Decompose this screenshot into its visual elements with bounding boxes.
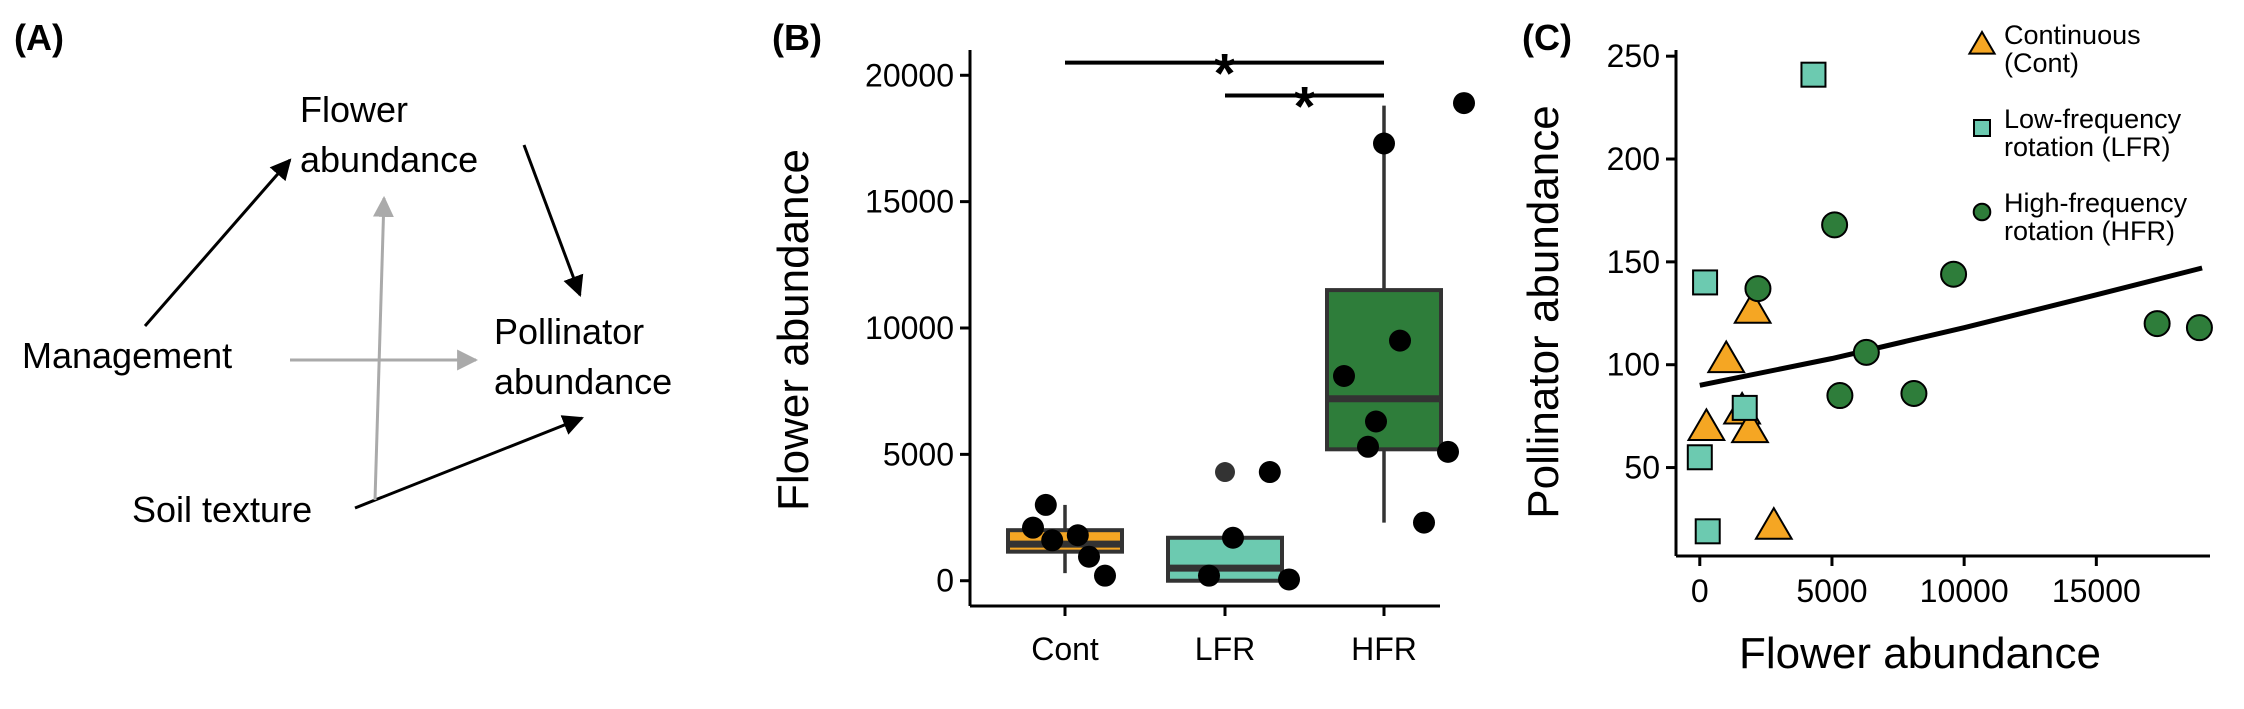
arrow-soil-to-pollinator — [354, 415, 584, 510]
c-point-circle — [2185, 314, 2213, 342]
c-y-tick-label: 250 — [1607, 38, 1660, 74]
b-significance-star: * — [1214, 42, 1236, 105]
c-y-tick-label: 200 — [1607, 141, 1660, 177]
b-data-point — [1333, 365, 1355, 388]
arrow-soil-to-flower — [372, 195, 394, 501]
arrow-management-to-flower — [143, 158, 292, 327]
c-point-circle — [1821, 211, 1849, 239]
panel-a-diagram: (A) Flower abundance Management Pollinat… — [14, 17, 672, 530]
b-data-point — [1258, 461, 1281, 484]
c-point-square — [1731, 394, 1758, 421]
c-plot-area: 50 100 150 200 250 0 5000 10000 15000 — [1607, 38, 2213, 609]
c-point-circle — [1940, 260, 1968, 288]
c-point-square — [1800, 61, 1827, 88]
arrow-flower-to-pollinator — [522, 144, 584, 297]
c-point-square — [1694, 518, 1721, 545]
b-data-point — [1222, 526, 1244, 549]
b-data-point — [1365, 410, 1387, 433]
b-plot-area: 0 5000 10000 15000 20000 Cont LFR HFR * * — [865, 42, 1475, 667]
c-y-axis-title: Pollinator abundance — [1519, 105, 1568, 518]
b-data-point — [1373, 132, 1395, 155]
b-y-tick-label: 0 — [936, 563, 954, 599]
legend-marker-circle — [1972, 202, 1992, 222]
b-y-tick-label: 5000 — [883, 436, 954, 472]
b-x-tick-label-hfr: HFR — [1351, 631, 1417, 667]
b-data-point — [1094, 564, 1116, 587]
b-x-tick-label-cont: Cont — [1031, 631, 1099, 667]
c-x-axis-title: Flower abundance — [1739, 629, 2101, 678]
b-data-point — [1389, 329, 1411, 352]
c-point-circle — [1900, 380, 1928, 408]
b-x-tick-label-lfr: LFR — [1195, 631, 1255, 667]
b-data-point — [1437, 440, 1459, 463]
c-point-triangle — [1730, 409, 1770, 444]
c-point-square — [1692, 269, 1719, 296]
panel-b-boxplot: (B) Flower abundance 0 5000 10000 15000 2000… — [769, 17, 1475, 667]
legend-label: Continuous — [2004, 20, 2141, 50]
c-point-circle — [1852, 338, 1880, 366]
legend-marker-triangle — [1967, 30, 1997, 55]
b-data-point — [1078, 545, 1100, 568]
legend-label: High-frequency — [2004, 188, 2188, 218]
legend-label: (Cont) — [2004, 48, 2079, 78]
c-point-circle — [2143, 310, 2171, 338]
legend-label: Low-frequency — [2004, 104, 2182, 134]
panel-c-letter: (C) — [1522, 17, 1572, 58]
b-data-point — [1041, 529, 1064, 552]
diagram-edges — [143, 144, 584, 510]
b-data-point — [1413, 511, 1435, 534]
legend-marker-square — [1973, 119, 1991, 137]
c-y-tick-label: 150 — [1607, 244, 1660, 280]
c-point-circle — [1826, 382, 1854, 410]
node-soil-texture: Soil texture — [132, 489, 312, 530]
b-data-point — [1357, 435, 1379, 458]
panel-a-letter: (A) — [14, 17, 64, 58]
legend-label: rotation (LFR) — [2004, 132, 2171, 162]
c-point-triangle — [1733, 290, 1773, 324]
c-y-tick-label: 100 — [1607, 347, 1660, 383]
node-pollinator-line1: Pollinator — [494, 311, 644, 352]
legend-label: rotation (HFR) — [2004, 216, 2175, 246]
panel-b-letter: (B) — [772, 17, 822, 58]
c-x-tick-label: 15000 — [2052, 573, 2141, 609]
c-point-triangle — [1754, 506, 1794, 540]
b-outlier-point — [1215, 462, 1235, 483]
c-y-tick-label: 50 — [1624, 450, 1660, 486]
c-x-tick-label: 10000 — [1920, 573, 2009, 609]
c-point-triangle — [1706, 339, 1746, 374]
b-data-point — [1278, 568, 1300, 591]
b-data-point — [1066, 524, 1089, 547]
c-point-square — [1686, 444, 1713, 471]
b-data-point — [1034, 493, 1057, 516]
node-management: Management — [22, 335, 232, 376]
c-x-tick-label: 5000 — [1796, 573, 1867, 609]
c-trend-line — [1699, 265, 2203, 388]
b-y-tick-label: 15000 — [865, 184, 954, 220]
b-y-tick-label: 20000 — [865, 57, 954, 93]
panel-c-scatter: (C) Pollinator abundance Flower abundanc… — [1519, 17, 2213, 678]
c-x-tick-label: 0 — [1691, 573, 1709, 609]
b-significance-star: * — [1294, 74, 1316, 137]
c-point-triangle — [1686, 407, 1726, 442]
b-y-axis-title: Flower abundance — [769, 149, 818, 511]
b-data-point — [1198, 564, 1220, 587]
b-data-point — [1453, 92, 1475, 115]
node-flower-line2: abundance — [300, 139, 478, 180]
node-pollinator-line2: abundance — [494, 361, 672, 402]
node-flower-line1: Flower — [300, 89, 408, 130]
c-point-circle — [1744, 275, 1772, 303]
b-data-point — [1022, 516, 1044, 539]
b-y-tick-label: 10000 — [865, 310, 954, 346]
